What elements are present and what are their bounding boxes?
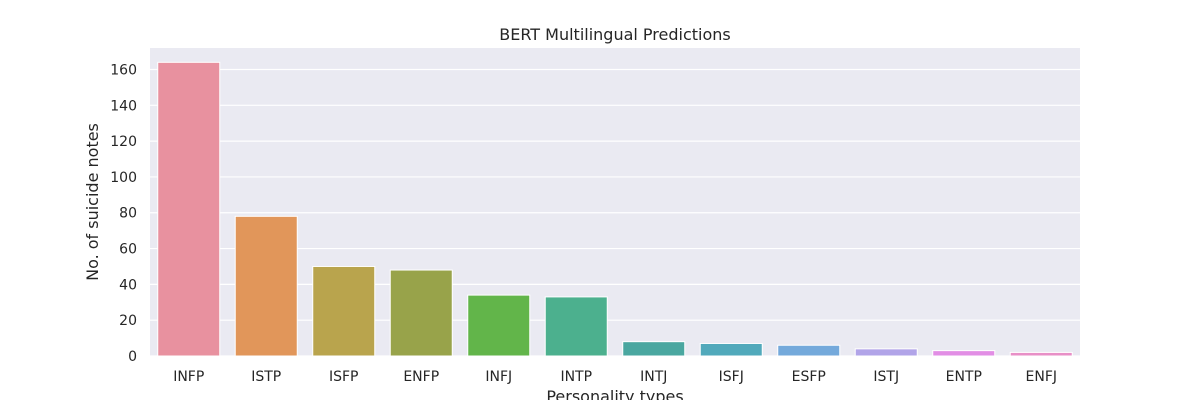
bar-enfp (389, 269, 453, 357)
y-tick-label: 40 (119, 277, 137, 293)
bar-infj (467, 294, 531, 357)
x-axis-label: Personality types (546, 387, 683, 400)
grid-lines (150, 68, 1080, 357)
bar-istp (234, 215, 298, 357)
y-tick-label: 160 (110, 62, 137, 78)
y-tick-label: 0 (128, 349, 137, 365)
bar-infp (157, 61, 221, 357)
y-tick-label: 60 (119, 242, 137, 258)
bar-intj (622, 341, 686, 357)
bar-intp (544, 296, 608, 357)
bars (157, 61, 1073, 357)
y-tick-label: 20 (119, 313, 137, 329)
y-tick-labels: 0 20 40 60 80 100 120 140 160 (110, 62, 137, 365)
plot-background (150, 48, 1080, 356)
x-tick-label: ENFP (403, 369, 439, 385)
y-tick-label: 140 (110, 98, 137, 114)
x-tick-label: ESFP (792, 369, 826, 385)
chart-title: BERT Multilingual Predictions (499, 25, 731, 44)
bar-enfj (1009, 351, 1073, 357)
x-tick-label: INTJ (640, 369, 667, 385)
bar-isfp (312, 265, 376, 357)
x-tick-label: INFJ (485, 369, 512, 385)
bar-entp (932, 350, 996, 357)
x-tick-labels: INFP ISTP ISFP ENFP INFJ INTP INTJ ISFJ ESFP ISTJ… (173, 369, 1057, 385)
bar-esfp (777, 344, 841, 357)
y-tick-label: 100 (110, 170, 137, 186)
x-tick-label: ENFJ (1026, 369, 1058, 385)
y-axis-label: No. of suicide notes (83, 123, 102, 281)
bar-istj (854, 348, 918, 357)
x-tick-label: INFP (173, 369, 204, 385)
x-tick-label: ENTP (946, 369, 982, 385)
y-tick-label: 80 (119, 206, 137, 222)
x-tick-label: ISTP (251, 369, 281, 385)
x-tick-label: INTP (560, 369, 592, 385)
y-tick-label: 120 (110, 134, 137, 150)
bar-isfj (699, 342, 763, 357)
x-tick-label: ISTJ (873, 369, 899, 385)
x-tick-label: ISFJ (719, 369, 744, 385)
x-tick-label: ISFP (329, 369, 359, 385)
